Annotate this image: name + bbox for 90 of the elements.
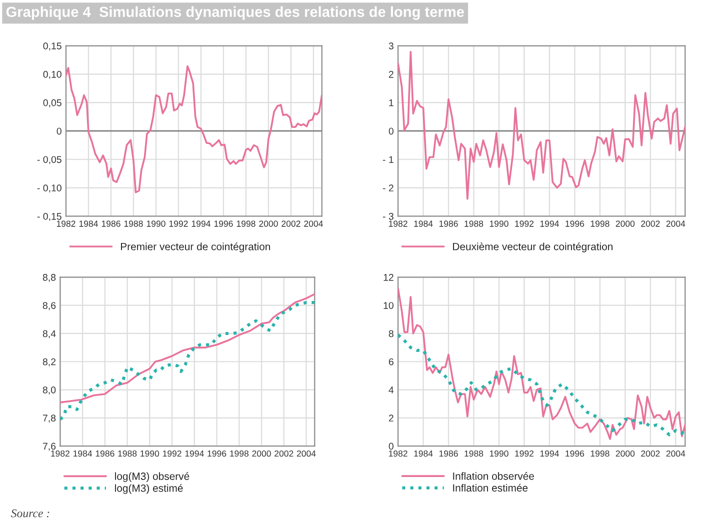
x-tick-label: 1992 (162, 450, 182, 457)
x-tick-label: 2004 (304, 220, 323, 227)
x-tick-label: 1982 (51, 450, 70, 457)
x-tick-label: 1984 (414, 450, 433, 457)
legend-label: log(M3) observé (115, 472, 190, 482)
x-tick-label: 1998 (236, 220, 256, 227)
line-series (398, 50, 686, 200)
source-note: Source : (11, 509, 50, 518)
y-tick-label: 3 (388, 42, 394, 50)
line-series (60, 293, 315, 404)
x-tick-label: 1988 (464, 220, 484, 227)
x-tick-label: 1998 (590, 450, 610, 457)
x-tick-label: 2002 (274, 450, 294, 457)
y-tick-label: 4 (388, 386, 394, 394)
y-tick-label: - 0,10 (37, 184, 62, 193)
x-tick-label: 2004 (666, 220, 686, 227)
x-tick-label: 1984 (73, 450, 92, 457)
x-tick-label: 1990 (140, 450, 160, 457)
legend-label: Premier vecteur de cointégration (120, 242, 270, 252)
legend-label: Inflation observée (453, 472, 534, 480)
x-tick-label: 1996 (566, 220, 584, 227)
x-tick-label: 1992 (515, 220, 534, 227)
x-tick-label: 1992 (515, 450, 534, 457)
x-tick-label: 1986 (96, 450, 114, 457)
y-tick-label: 8,8 (42, 274, 56, 282)
line-series (60, 301, 315, 421)
x-tick-label: 1982 (388, 220, 408, 227)
y-tick-label: 7,6 (42, 442, 56, 451)
x-tick-label: 2004 (666, 450, 686, 457)
x-tick-label: 1990 (146, 220, 166, 227)
x-tick-label: 1994 (540, 450, 559, 457)
x-tick-label: 1994 (192, 220, 210, 227)
y-tick-label: - 2 (382, 184, 394, 192)
x-tick-label: 1986 (102, 220, 120, 227)
y-tick-label: 0 (388, 128, 394, 135)
x-tick-label: 2002 (641, 220, 660, 227)
x-tick-label: 2000 (616, 450, 635, 457)
x-tick-label: 2000 (252, 450, 271, 457)
x-tick-label: 1986 (439, 220, 458, 227)
x-tick-label: 1984 (414, 220, 433, 227)
y-tick-label: 8 (388, 330, 394, 338)
x-tick-label: 1998 (230, 450, 248, 457)
x-tick-label: 2002 (641, 450, 660, 457)
x-tick-label: 1994 (185, 450, 204, 457)
x-tick-label: 1996 (214, 220, 233, 227)
y-tick-label: 7,8 (42, 414, 56, 423)
chart-title: Graphique 4 Simulations dynamiques des relations de long terme (6, 6, 464, 20)
y-tick-label: 0,15 (43, 42, 62, 51)
y-tick-label: 0 (56, 128, 62, 135)
y-tick-label: 0,05 (43, 99, 62, 108)
y-tick-label: - 1 (382, 156, 394, 163)
x-tick-label: 1986 (439, 450, 458, 457)
y-tick-label: 6 (388, 358, 394, 366)
x-tick-label: 1982 (388, 450, 408, 457)
legend-label: Inflation estimée (453, 484, 528, 492)
x-tick-label: 2004 (296, 450, 316, 457)
legend-label: Deuxième vecteur de cointégration (453, 242, 612, 252)
x-tick-label: 1990 (490, 450, 508, 457)
y-tick-label: 8,2 (42, 358, 56, 366)
x-tick-label: 1994 (540, 220, 559, 227)
x-tick-label: 1988 (124, 220, 143, 227)
y-tick-label: 10 (384, 302, 394, 309)
x-tick-label: 1984 (79, 220, 98, 227)
y-tick-label: - 0,15 (37, 212, 62, 221)
y-tick-label: 0 (388, 442, 394, 450)
x-tick-label: 1982 (56, 220, 76, 227)
line-series (398, 333, 686, 436)
x-tick-label: 1988 (464, 450, 484, 457)
x-tick-label: 1992 (169, 220, 188, 227)
y-tick-label: 8,4 (42, 330, 56, 338)
x-tick-label: 2000 (616, 220, 635, 227)
x-tick-label: 1996 (566, 450, 584, 457)
y-tick-label: 8,6 (42, 302, 56, 310)
line-series (398, 288, 686, 440)
line-series (66, 65, 322, 194)
x-tick-label: 1990 (490, 220, 508, 227)
x-tick-label: 2000 (259, 220, 278, 227)
y-tick-label: 12 (384, 274, 394, 281)
y-tick-label: 0,10 (43, 70, 62, 79)
x-tick-label: 1988 (118, 450, 137, 457)
y-tick-label: 2 (388, 70, 394, 78)
x-tick-label: 1996 (208, 450, 226, 457)
x-tick-label: 2002 (282, 220, 300, 227)
y-tick-label: 2 (388, 414, 394, 422)
x-tick-label: 1998 (590, 220, 610, 227)
y-tick-label: - 0,05 (37, 156, 62, 164)
y-tick-label: - 3 (382, 212, 394, 220)
y-tick-label: 8,0 (42, 386, 56, 395)
y-tick-label: 1 (389, 99, 394, 106)
legend-label: log(M3) estimé (115, 484, 183, 494)
